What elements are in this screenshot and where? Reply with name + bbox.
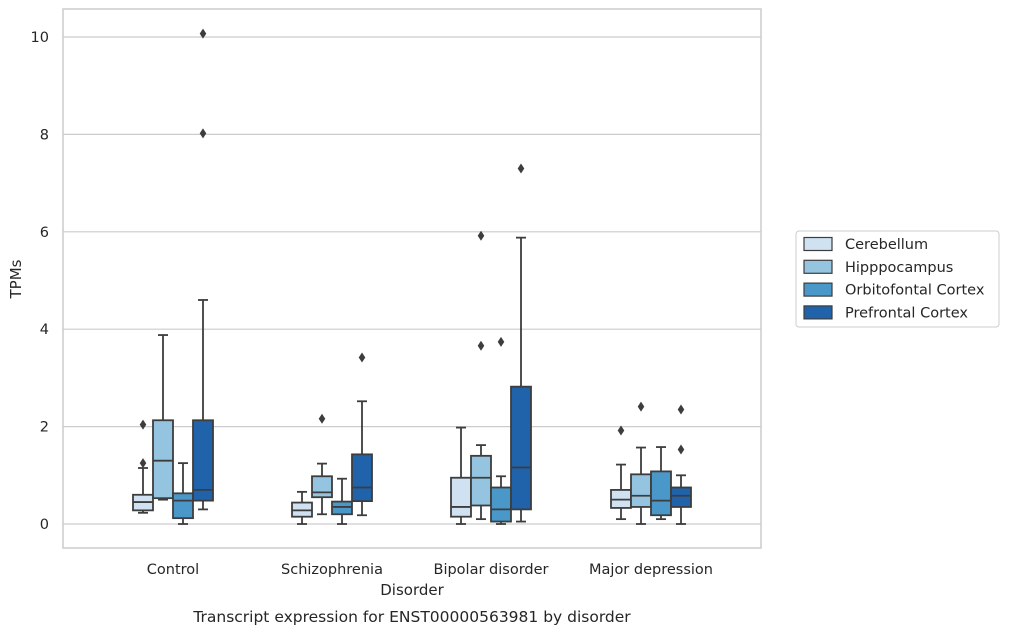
outlier-point	[517, 163, 525, 174]
y-tick-labels: 0 2 4 6 8 10	[31, 30, 49, 533]
legend-swatch	[803, 282, 833, 297]
outlier-point	[637, 401, 645, 412]
x-tick-label: Bipolar disorder	[434, 562, 549, 578]
y-tick-label: 8	[40, 127, 49, 143]
box-body	[650, 470, 672, 517]
outlier-point	[199, 128, 207, 139]
box-body	[450, 476, 472, 518]
y-tick-label: 0	[40, 517, 49, 533]
box-cerebellum	[132, 419, 154, 514]
outlier-point	[318, 413, 326, 424]
box-cerebellum	[610, 425, 632, 521]
y-tick-label: 6	[40, 225, 49, 241]
box-body	[311, 475, 333, 499]
box-body	[670, 486, 692, 508]
plot-frame	[62, 8, 762, 549]
legend-swatch	[803, 236, 833, 252]
outlier-point	[358, 352, 366, 363]
x-tick-labels: Control Schizophrenia Bipolar disorder Majo…	[147, 562, 713, 578]
chart-caption: Transcript expression for ENST0000056398…	[192, 608, 631, 626]
outlier-point	[677, 444, 685, 455]
box-hipppocampus	[152, 334, 174, 501]
x-tick-label: Control	[147, 562, 199, 578]
y-tick-label: 2	[40, 420, 49, 436]
box-hipppocampus	[311, 413, 333, 516]
outlier-point	[139, 458, 147, 469]
box-body	[152, 419, 174, 500]
box-body	[470, 454, 492, 507]
box-hipppocampus	[470, 230, 492, 521]
legend-swatch	[803, 305, 833, 320]
box-prefrontal-cortex	[510, 163, 532, 523]
legend-label: Orbitofontal Cortex	[845, 283, 985, 299]
boxes	[132, 28, 692, 525]
legend-label: Hipppocampus	[845, 260, 953, 276]
box-prefrontal-cortex	[192, 28, 214, 511]
legend-label: Cerebellum	[845, 237, 928, 253]
box-prefrontal-cortex	[351, 352, 373, 517]
box-body	[172, 492, 194, 520]
y-tick-label: 4	[40, 322, 49, 338]
box-body	[630, 473, 652, 508]
legend-swatch	[803, 259, 833, 274]
box-cerebellum	[291, 490, 313, 525]
outlier-point	[477, 340, 485, 351]
legend-label: Prefrontal Cortex	[845, 305, 968, 321]
box-body	[192, 419, 214, 502]
legend-frame	[795, 230, 1000, 328]
box-body	[331, 500, 353, 516]
box-orbitofontal-cortex	[650, 446, 672, 521]
outlier-point	[139, 419, 147, 430]
box-cerebellum	[450, 426, 472, 525]
plot-background	[63, 9, 761, 548]
x-axis-label: Disorder	[380, 581, 444, 599]
box-body	[351, 453, 373, 503]
outlier-point	[617, 425, 625, 436]
outlier-point	[477, 230, 485, 241]
x-tick-label: Schizophrenia	[281, 562, 383, 578]
box-orbitofontal-cortex	[172, 462, 194, 525]
outlier-point	[199, 28, 207, 39]
y-axis-label: TPMs	[7, 259, 25, 299]
legend: Cerebellum Hipppocampus Orbitofontal Corte…	[795, 230, 1000, 328]
box-body	[490, 486, 512, 523]
outlier-point	[677, 404, 685, 415]
box-prefrontal-cortex	[670, 404, 692, 525]
box-body	[510, 385, 532, 511]
x-tick-label: Major depression	[589, 562, 713, 578]
box-orbitofontal-cortex	[331, 477, 353, 525]
outlier-point	[497, 336, 505, 347]
y-tick-label: 10	[31, 30, 49, 46]
